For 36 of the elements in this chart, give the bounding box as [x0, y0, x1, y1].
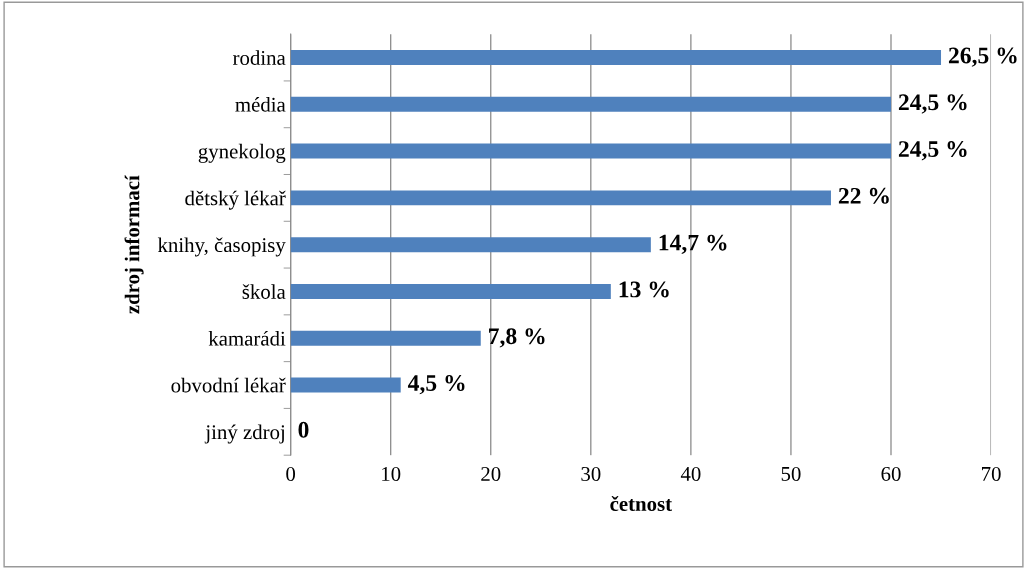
x-tick-label: 20: [481, 466, 501, 481]
annotation: 24,5 %: [898, 141, 967, 161]
bar: [290, 96, 891, 112]
x-tick-label: 10: [382, 466, 401, 481]
annotation: 14,7 %: [659, 234, 727, 254]
y-tick-label: jiný zdroj: [204, 424, 284, 444]
x-tick-label: 60: [881, 466, 901, 481]
annotation: 0: [298, 421, 309, 438]
y-axis-title: zdroj informací: [124, 174, 144, 314]
x-tick-label: 30: [581, 466, 601, 481]
annotation: 26,5 %: [948, 47, 1017, 67]
bar: [290, 283, 611, 299]
annotation: 13 %: [619, 281, 669, 298]
bar: [290, 143, 891, 159]
bar: [290, 50, 942, 66]
y-tick-label: média: [235, 97, 286, 112]
y-tick-label: kamarádi: [208, 330, 286, 346]
y-tick-label: knihy, časopisy: [157, 237, 286, 257]
annotation: 7,8 %: [489, 328, 545, 348]
y-tick-label: dětský lékař: [185, 190, 286, 210]
y-tick-label: škola: [242, 284, 286, 299]
x-tick-label: 70: [982, 466, 1001, 481]
bar: [290, 330, 481, 346]
bar: [290, 237, 651, 253]
bar: [290, 190, 831, 206]
x-tick-label: 50: [781, 466, 801, 481]
annotation: 4,5 %: [407, 375, 465, 395]
x-axis-title: četnost: [610, 496, 672, 511]
annotation: 24,5 %: [898, 94, 967, 114]
y-tick-label: rodina: [232, 50, 286, 65]
bar: [290, 377, 401, 393]
annotation: 22 %: [838, 187, 889, 204]
y-tick-label: obvodní lékař: [171, 377, 286, 393]
x-tick-label: 40: [680, 466, 701, 481]
y-tick-label: gynekolog: [198, 143, 286, 163]
x-tick-label: 0: [286, 466, 296, 481]
